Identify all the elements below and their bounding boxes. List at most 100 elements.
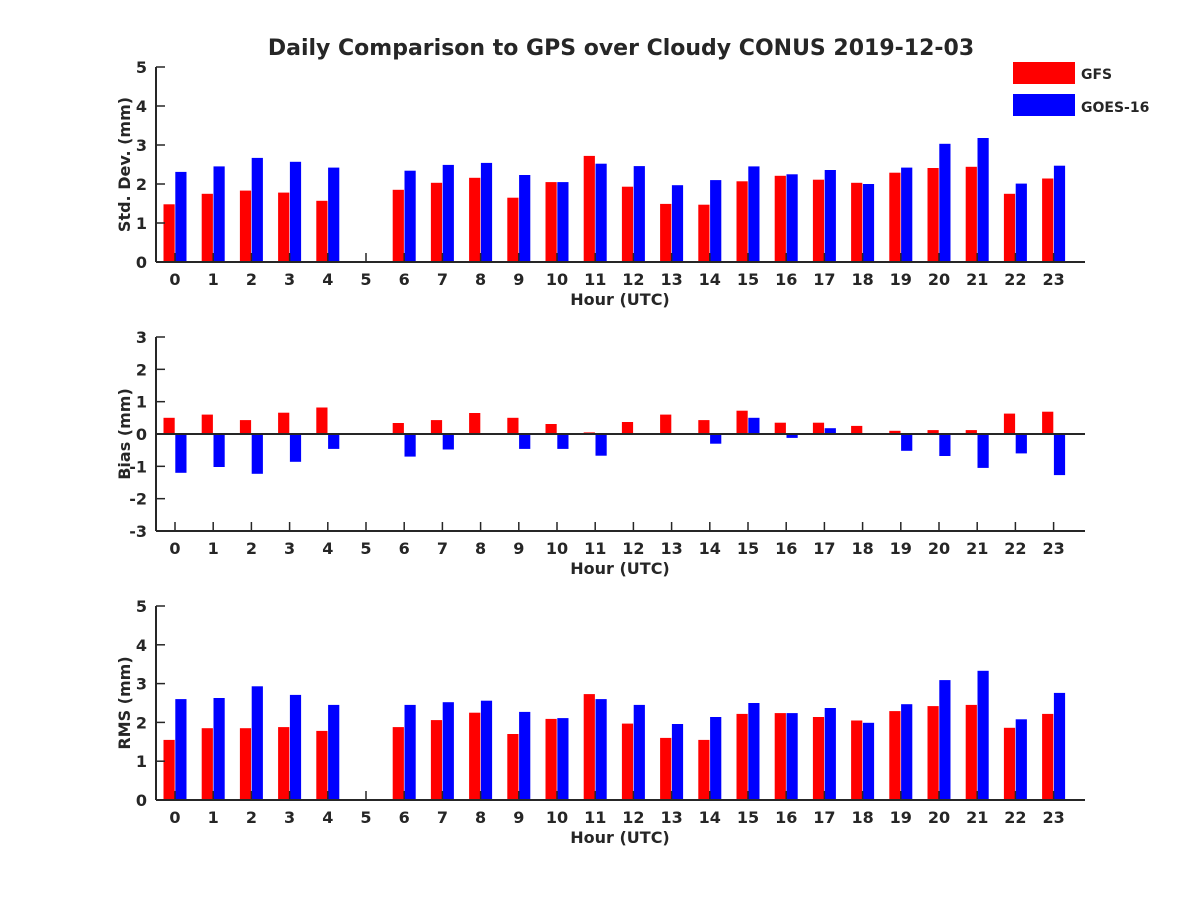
y-axis-label: Bias (mm) <box>115 388 134 480</box>
x-tick-label: 17 <box>813 270 835 289</box>
bar-gfs-hour-21 <box>965 704 977 800</box>
bar-gfs-hour-14 <box>698 420 710 434</box>
bar-goes16-hour-6 <box>404 704 416 800</box>
bar-gfs-hour-19 <box>889 430 901 434</box>
bar-goes16-hour-17 <box>824 170 836 262</box>
bar-goes16-hour-15 <box>748 703 760 800</box>
x-tick-label: 22 <box>1004 808 1026 827</box>
bar-gfs-hour-3 <box>278 192 290 262</box>
x-tick-label: 3 <box>284 808 295 827</box>
bar-gfs-hour-6 <box>392 423 404 434</box>
bar-gfs-hour-21 <box>965 166 977 262</box>
x-tick-label: 12 <box>622 808 644 827</box>
x-tick-label: 3 <box>284 539 295 558</box>
bar-goes16-hour-4 <box>328 704 340 800</box>
x-tick-label: 7 <box>437 270 448 289</box>
bar-gfs-hour-13 <box>660 203 672 262</box>
x-tick-label: 5 <box>360 808 371 827</box>
bar-gfs-hour-8 <box>469 177 481 262</box>
x-tick-label: 17 <box>813 808 835 827</box>
bar-goes16-hour-9 <box>519 434 531 449</box>
x-tick-label: 16 <box>775 270 797 289</box>
bar-gfs-hour-10 <box>545 182 557 262</box>
bar-goes16-hour-6 <box>404 434 416 457</box>
x-tick-label: 14 <box>699 270 721 289</box>
bar-gfs-hour-0 <box>163 739 175 800</box>
bar-gfs-hour-4 <box>316 407 328 434</box>
y-tick-label: 4 <box>136 636 147 655</box>
y-axis-label: Std. Dev. (mm) <box>115 97 134 232</box>
bar-goes16-hour-22 <box>1015 434 1027 454</box>
x-tick-label: 19 <box>890 270 912 289</box>
bar-gfs-hour-13 <box>660 414 672 434</box>
bar-gfs-hour-16 <box>774 422 786 434</box>
bar-goes16-hour-17 <box>824 428 836 434</box>
x-tick-label: 0 <box>169 539 180 558</box>
x-axis-label: Hour (UTC) <box>570 559 670 578</box>
x-tick-label: 9 <box>513 270 524 289</box>
bar-gfs-hour-1 <box>201 728 213 800</box>
y-tick-label: 3 <box>136 675 147 694</box>
bar-gfs-hour-10 <box>545 424 557 434</box>
x-tick-label: 15 <box>737 270 759 289</box>
bar-gfs-hour-8 <box>469 712 481 800</box>
bar-gfs-hour-21 <box>965 430 977 434</box>
bar-goes16-hour-4 <box>328 434 340 449</box>
bar-gfs-hour-19 <box>889 711 901 800</box>
bar-gfs-hour-18 <box>851 720 863 800</box>
bar-goes16-hour-21 <box>977 434 989 468</box>
x-tick-label: 12 <box>622 270 644 289</box>
bar-gfs-hour-22 <box>1003 727 1016 800</box>
x-tick-label: 2 <box>246 808 257 827</box>
bar-gfs-hour-20 <box>927 430 939 434</box>
bar-goes16-hour-13 <box>671 185 684 262</box>
bar-gfs-hour-3 <box>278 412 290 434</box>
y-tick-label: 5 <box>136 597 147 616</box>
bar-gfs-hour-12 <box>621 186 634 262</box>
bar-goes16-hour-9 <box>519 175 531 262</box>
y-tick-label: 2 <box>136 360 147 379</box>
bar-gfs-hour-9 <box>507 417 519 434</box>
bar-goes16-hour-3 <box>289 161 302 262</box>
y-tick-label: 5 <box>136 58 147 77</box>
bar-goes16-hour-4 <box>328 167 340 262</box>
bar-gfs-hour-11 <box>583 694 595 800</box>
bar-gfs-hour-23 <box>1042 713 1054 800</box>
bar-gfs-hour-22 <box>1003 413 1016 434</box>
x-tick-label: 8 <box>475 270 486 289</box>
bar-goes16-hour-7 <box>442 702 454 800</box>
x-tick-label: 10 <box>546 808 568 827</box>
bar-goes16-hour-23 <box>1053 692 1066 800</box>
x-tick-label: 13 <box>660 270 682 289</box>
bar-goes16-hour-19 <box>901 434 913 451</box>
y-tick-label: 0 <box>136 791 147 810</box>
x-tick-label: 21 <box>966 808 988 827</box>
x-tick-label: 1 <box>208 270 219 289</box>
bar-gfs-hour-15 <box>736 410 748 434</box>
x-tick-label: 8 <box>475 808 486 827</box>
bar-goes16-hour-12 <box>633 704 645 800</box>
x-tick-label: 15 <box>737 539 759 558</box>
x-tick-label: 13 <box>660 808 682 827</box>
bar-gfs-hour-12 <box>621 422 634 434</box>
legend-label-goes16: GOES-16 <box>1081 100 1149 116</box>
y-tick-label: 0 <box>136 253 147 272</box>
x-tick-label: 11 <box>584 808 606 827</box>
x-tick-label: 9 <box>513 539 524 558</box>
bar-gfs-hour-23 <box>1042 178 1054 262</box>
bar-gfs-hour-7 <box>430 182 443 262</box>
bar-gfs-hour-2 <box>239 190 252 262</box>
x-tick-label: 1 <box>208 539 219 558</box>
bar-goes16-hour-16 <box>786 174 798 263</box>
bar-goes16-hour-7 <box>442 164 454 262</box>
bar-gfs-hour-7 <box>430 720 443 800</box>
x-tick-label: 11 <box>584 270 606 289</box>
y-tick-label: 3 <box>136 136 147 155</box>
bar-goes16-hour-15 <box>748 417 760 434</box>
y-tick-label: 1 <box>136 393 147 412</box>
bar-goes16-hour-14 <box>710 717 722 800</box>
bar-gfs-hour-4 <box>316 730 328 800</box>
